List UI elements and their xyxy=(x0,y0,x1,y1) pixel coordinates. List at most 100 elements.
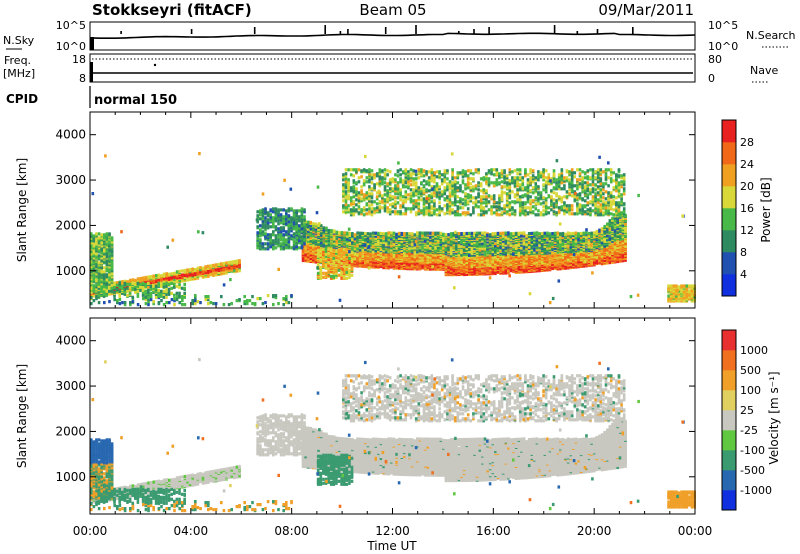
power-cell xyxy=(227,260,231,265)
power-cell xyxy=(423,264,427,268)
power-cell xyxy=(110,250,114,254)
power-cell xyxy=(460,257,463,262)
power-cell xyxy=(282,297,285,301)
power-cell xyxy=(149,284,153,288)
power-cell xyxy=(108,265,111,269)
power-cell xyxy=(173,293,176,297)
nsky-spike xyxy=(324,25,326,34)
nsky-spike xyxy=(473,29,475,34)
power-cell xyxy=(379,247,383,252)
power-cell xyxy=(225,263,228,267)
nave-label: Nave xyxy=(750,64,778,77)
power-cell xyxy=(97,282,101,286)
nsky-spike xyxy=(458,31,460,34)
power-cell xyxy=(387,231,391,235)
power-cell xyxy=(369,240,372,244)
power-cell xyxy=(582,231,586,235)
power-cell xyxy=(103,287,106,291)
power-cell xyxy=(136,284,140,288)
power-cell xyxy=(108,241,111,245)
power-cell xyxy=(436,231,440,235)
power-cell xyxy=(95,239,98,243)
power-cell xyxy=(439,246,443,250)
power-cell xyxy=(457,270,461,275)
power-cell xyxy=(105,241,109,245)
power-cell xyxy=(110,283,114,287)
power-cell xyxy=(126,289,129,293)
power-cell xyxy=(235,259,239,263)
power-cell xyxy=(170,281,173,285)
power-cell xyxy=(410,256,414,260)
power-cell xyxy=(92,265,96,269)
power-cell xyxy=(194,299,197,303)
power-cell xyxy=(553,231,557,235)
power-cell xyxy=(152,289,155,293)
power-cell xyxy=(455,244,458,248)
power-cell xyxy=(449,254,453,258)
power-cell xyxy=(496,257,500,261)
power-cell xyxy=(434,267,437,271)
power-cell xyxy=(134,278,137,282)
power-cell xyxy=(131,281,134,285)
power-cell xyxy=(105,275,109,279)
power-cell xyxy=(408,240,411,244)
power-cell xyxy=(405,232,409,236)
power-cell xyxy=(92,250,96,254)
power-cell xyxy=(416,261,419,265)
power-cell xyxy=(201,266,205,270)
power-cell xyxy=(131,300,135,304)
power-cell xyxy=(400,261,404,265)
power-cell xyxy=(97,286,101,290)
power-cell xyxy=(447,240,450,244)
power-cell xyxy=(175,291,179,295)
power-cell xyxy=(183,291,186,295)
power-cell xyxy=(105,277,109,281)
power-cell xyxy=(141,293,145,297)
power-cell xyxy=(317,225,320,229)
power-cell xyxy=(110,275,114,279)
power-cell xyxy=(319,224,323,228)
power-cell xyxy=(162,289,166,293)
power-cell xyxy=(390,248,393,252)
power-cell xyxy=(325,226,328,230)
power-cell xyxy=(364,236,367,241)
power-cell xyxy=(168,301,171,305)
power-cell xyxy=(154,289,158,293)
power-cell xyxy=(154,292,158,296)
power-cell xyxy=(405,257,409,261)
power-cell xyxy=(434,246,437,250)
power-cell xyxy=(212,302,215,306)
power-cell xyxy=(416,231,419,235)
power-cell xyxy=(97,279,101,283)
power-cell xyxy=(272,303,275,307)
power-cell xyxy=(447,245,450,249)
power-cell xyxy=(421,260,424,264)
power-cell xyxy=(481,272,484,276)
power-cell xyxy=(230,302,233,306)
power-cell xyxy=(475,231,479,235)
power-cell xyxy=(312,243,315,247)
power-cell xyxy=(105,293,108,297)
power-cell xyxy=(147,275,150,279)
power-cell xyxy=(167,282,171,286)
power-cell xyxy=(449,252,453,256)
power-cell xyxy=(108,268,111,272)
power-cell xyxy=(522,231,526,235)
power-cell xyxy=(97,293,101,297)
power-cell xyxy=(139,282,142,286)
power-cell xyxy=(413,262,417,266)
power-cell xyxy=(285,301,288,305)
power-cell xyxy=(447,266,450,270)
power-cell xyxy=(147,298,150,302)
power-cell xyxy=(183,286,186,290)
power-cell xyxy=(227,263,231,268)
power-cell xyxy=(309,223,313,228)
power-cell xyxy=(129,303,132,307)
power-cell xyxy=(259,297,262,301)
nsearch-tick-top: 10^5 xyxy=(708,19,738,32)
power-cell xyxy=(577,232,580,236)
power-cell xyxy=(212,263,215,267)
power-cell xyxy=(123,279,127,283)
power-cell xyxy=(230,260,233,264)
power-cell xyxy=(353,244,357,248)
